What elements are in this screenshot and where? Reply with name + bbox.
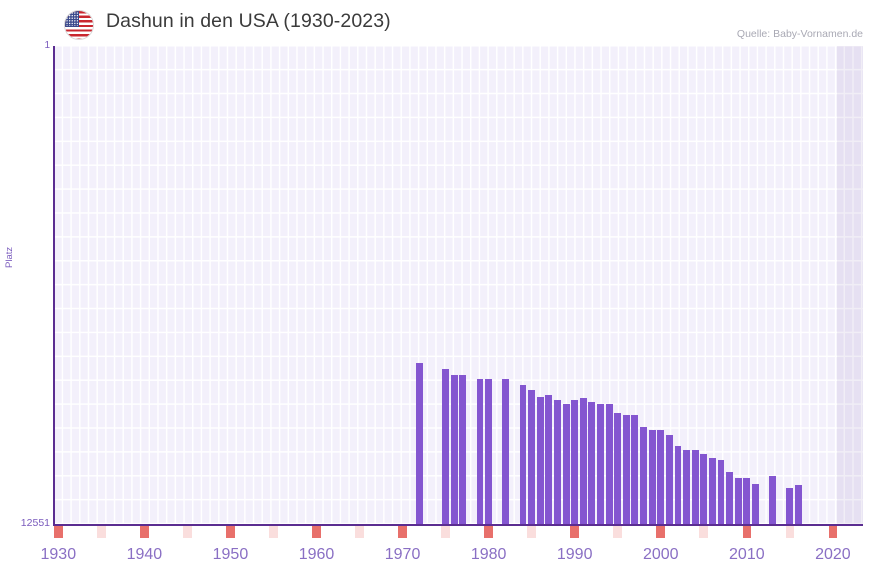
x-tick-major <box>398 525 407 538</box>
x-tick-minor <box>269 525 278 538</box>
x-tick-label: 1990 <box>556 546 593 563</box>
bar <box>674 445 682 524</box>
bar <box>588 401 596 524</box>
x-tick-label: 1930 <box>40 546 77 563</box>
bar <box>769 476 777 524</box>
x-tick-minor <box>441 525 450 538</box>
x-tick-major <box>828 525 838 538</box>
x-axis-line <box>53 524 863 526</box>
bar <box>726 472 734 524</box>
x-tick-major <box>570 525 579 538</box>
bar <box>614 412 622 524</box>
bar <box>485 378 493 524</box>
x-tick-major <box>140 525 149 538</box>
bar <box>597 403 604 524</box>
bar-series <box>54 46 863 524</box>
bar <box>708 458 716 524</box>
x-tick-minor <box>527 525 536 538</box>
bar <box>528 389 536 524</box>
bar <box>743 477 751 524</box>
y-axis-label-bottom: 12551 <box>20 517 50 529</box>
bar <box>519 385 527 524</box>
bar <box>622 415 630 524</box>
x-tick-label: 2020 <box>815 546 851 563</box>
x-tick-label: 1960 <box>298 546 335 563</box>
x-tick-minor <box>699 525 709 538</box>
chart-title: Dashun in den USA (1930-2023) <box>106 10 391 32</box>
flag-canton <box>65 11 79 27</box>
x-tick-minor <box>97 525 106 538</box>
us-flag-icon <box>64 10 94 40</box>
x-tick-minor <box>355 525 364 538</box>
bar <box>442 368 450 524</box>
bar <box>648 430 656 524</box>
x-tick-minor <box>785 525 795 538</box>
bar <box>536 396 544 524</box>
x-tick-label: 2000 <box>642 546 679 563</box>
bar <box>665 434 673 524</box>
x-tick-major <box>484 525 493 538</box>
bar <box>579 398 587 524</box>
bar <box>459 375 467 524</box>
bar <box>717 459 725 524</box>
x-tick-major <box>656 525 666 538</box>
bar <box>734 477 742 524</box>
x-tick-label: 1940 <box>126 546 163 563</box>
source-label: Quelle: Baby-Vornamen.de <box>736 28 863 40</box>
chart-header: Dashun in den USA (1930-2023) Quelle: Ba… <box>0 0 873 46</box>
x-tick-label: 2010 <box>729 546 765 563</box>
bar <box>605 404 613 524</box>
bar <box>640 426 647 524</box>
y-axis-label-top: 1 <box>44 40 50 51</box>
bar <box>562 403 570 524</box>
bar <box>450 375 458 524</box>
bar <box>571 400 579 524</box>
x-tick-major <box>312 525 321 538</box>
bar <box>657 430 665 524</box>
bar <box>554 399 561 524</box>
bar <box>751 483 759 524</box>
bar <box>691 449 699 524</box>
bar <box>786 487 794 524</box>
bar <box>631 414 639 524</box>
bar <box>795 485 802 524</box>
x-axis-ticks: 1930 1940 1950 1960 1970 1980 1990 2000 2010 2020 <box>41 524 863 567</box>
x-tick-minor <box>613 525 622 538</box>
x-tick-minor <box>183 525 192 538</box>
x-tick-major <box>54 525 63 538</box>
x-tick-label: 1980 <box>470 546 507 563</box>
y-axis-title: Platz <box>4 246 15 268</box>
forecast-shaded-region <box>837 46 863 524</box>
y-axis-line <box>53 46 55 525</box>
bar <box>502 378 510 524</box>
x-tick-label: 1970 <box>384 546 421 563</box>
x-tick-label: 1950 <box>212 546 249 563</box>
bar <box>683 450 690 524</box>
x-tick-major <box>226 525 235 538</box>
bar <box>416 363 424 524</box>
bar <box>700 454 708 524</box>
bar <box>545 394 553 524</box>
plot-area <box>54 46 863 524</box>
x-tick-major <box>742 525 752 538</box>
bar <box>476 378 484 524</box>
